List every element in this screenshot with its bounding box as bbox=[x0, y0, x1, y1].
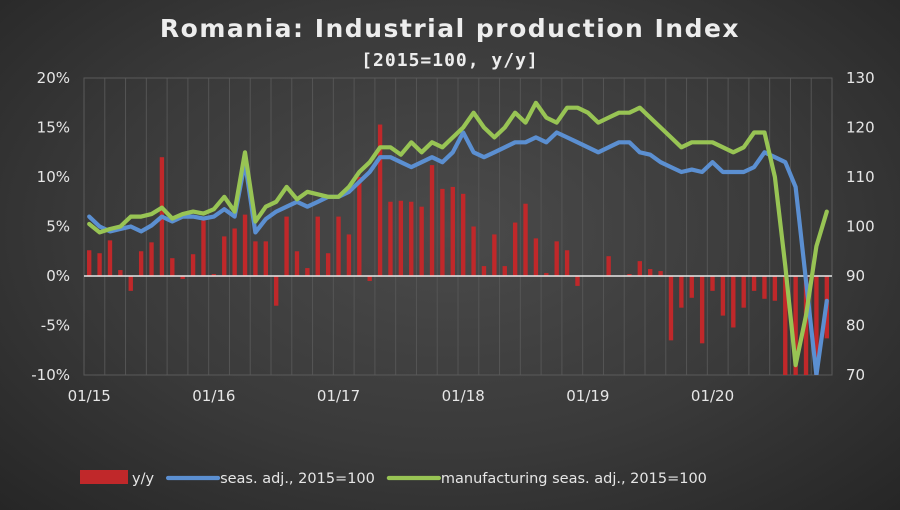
bar-yy bbox=[138, 251, 144, 276]
bar-yy bbox=[679, 276, 684, 308]
bar-yy bbox=[637, 261, 642, 276]
x-tick-label: 01/17 bbox=[317, 387, 360, 405]
bar-yy bbox=[87, 250, 92, 276]
bar-yy bbox=[367, 276, 372, 281]
chart-title: Romania: Industrial production Index bbox=[159, 14, 741, 43]
series-line-manufacturing-seas-adj-2015-100 bbox=[87, 100, 829, 368]
x-tick-label: 01/15 bbox=[68, 387, 111, 405]
bar-yy bbox=[481, 266, 487, 276]
bar-yy bbox=[461, 193, 466, 276]
bar-yy bbox=[305, 268, 310, 276]
bar-yy bbox=[741, 276, 746, 308]
x-tick-label: 01/19 bbox=[566, 387, 609, 405]
y-left-tick-label: 0% bbox=[46, 267, 70, 285]
bar-yy bbox=[107, 240, 113, 276]
series-line-seas-adj-2015-100 bbox=[87, 130, 829, 375]
y-right-tick-label: 100 bbox=[846, 218, 875, 236]
bar-yy bbox=[190, 254, 196, 276]
x-tick-label: 01/16 bbox=[192, 387, 235, 405]
bar-yy bbox=[388, 201, 393, 276]
bar-yy bbox=[564, 250, 570, 276]
bar-yy bbox=[315, 216, 320, 276]
y-left-tick-label: -5% bbox=[41, 317, 70, 335]
bar-yy bbox=[699, 276, 705, 344]
bar-yy bbox=[128, 276, 133, 291]
bar-yy bbox=[377, 124, 383, 276]
bar-yy bbox=[762, 276, 767, 299]
bar-yy bbox=[284, 216, 289, 276]
bar-yy bbox=[440, 188, 445, 276]
bar-yy bbox=[689, 276, 694, 298]
bar-yy bbox=[554, 241, 559, 276]
bar-yy bbox=[710, 276, 715, 291]
bar-yy bbox=[627, 274, 632, 276]
y-right-tick-label: 130 bbox=[846, 69, 875, 87]
y-left-tick-label: -10% bbox=[31, 366, 70, 384]
bar-yy bbox=[409, 201, 414, 276]
x-tick-label: 01/20 bbox=[691, 387, 734, 405]
legend-label: seas. adj., 2015=100 bbox=[220, 471, 375, 487]
bar-yy bbox=[783, 276, 788, 375]
bar-yy bbox=[242, 214, 248, 276]
y-left-tick-label: 20% bbox=[37, 69, 70, 87]
lines-group bbox=[87, 100, 829, 375]
bar-yy bbox=[357, 177, 362, 276]
bar-yy bbox=[429, 165, 435, 276]
legend-label: y/y bbox=[132, 471, 154, 487]
bar-yy bbox=[648, 269, 653, 276]
bar-yy bbox=[492, 234, 497, 276]
bar-yy bbox=[512, 222, 518, 276]
bar-yy bbox=[253, 241, 258, 276]
y-right-tick-label: 110 bbox=[846, 168, 875, 186]
x-tick-label: 01/18 bbox=[442, 387, 485, 405]
bar-yy bbox=[170, 258, 175, 276]
bar-yy bbox=[720, 276, 726, 316]
y-left-tick-label: 15% bbox=[37, 119, 70, 137]
bar-yy bbox=[118, 270, 123, 276]
bar-yy bbox=[471, 226, 476, 276]
y-right-tick-label: 120 bbox=[846, 119, 875, 137]
y-right-tick-label: 90 bbox=[846, 267, 865, 285]
bar-yy bbox=[814, 276, 819, 375]
legend-label: manufacturing seas. adj., 2015=100 bbox=[441, 471, 707, 487]
bar-yy bbox=[222, 236, 227, 276]
plot-border bbox=[83, 77, 833, 376]
bar-yy bbox=[336, 216, 341, 276]
bar-yy bbox=[97, 253, 102, 276]
bar-yy bbox=[294, 251, 300, 276]
bar-yy bbox=[658, 271, 663, 276]
bar-yy bbox=[793, 276, 798, 375]
bar-yy bbox=[180, 276, 185, 279]
bar-yy bbox=[419, 206, 424, 276]
bar-yy bbox=[606, 256, 611, 276]
legend-swatch-bar bbox=[80, 470, 128, 484]
bar-yy bbox=[274, 276, 279, 306]
bar-yy bbox=[772, 276, 778, 301]
bar-yy bbox=[149, 242, 154, 276]
bar-yy bbox=[325, 253, 331, 276]
chart-subtitle: [2015=100, y/y] bbox=[361, 50, 539, 71]
bar-yy bbox=[731, 276, 736, 328]
bar-yy bbox=[502, 266, 507, 276]
y-left-tick-label: 5% bbox=[46, 218, 70, 236]
bar-yy bbox=[211, 274, 217, 276]
y-right-tick-label: 70 bbox=[846, 366, 865, 384]
bar-yy bbox=[263, 241, 268, 276]
y-right-tick-label: 80 bbox=[846, 317, 865, 335]
bar-yy bbox=[201, 220, 206, 276]
y-left-tick-label: 10% bbox=[37, 168, 70, 186]
bar-yy bbox=[575, 276, 580, 286]
bar-yy bbox=[398, 200, 404, 276]
bar-yy bbox=[544, 273, 549, 276]
bar-yy bbox=[232, 228, 237, 276]
bar-yy bbox=[346, 234, 352, 276]
bar-yy bbox=[450, 186, 455, 276]
bar-yy bbox=[751, 276, 757, 291]
bar-yy bbox=[533, 238, 539, 276]
bar-yy bbox=[668, 276, 674, 341]
bar-yy bbox=[523, 203, 528, 276]
